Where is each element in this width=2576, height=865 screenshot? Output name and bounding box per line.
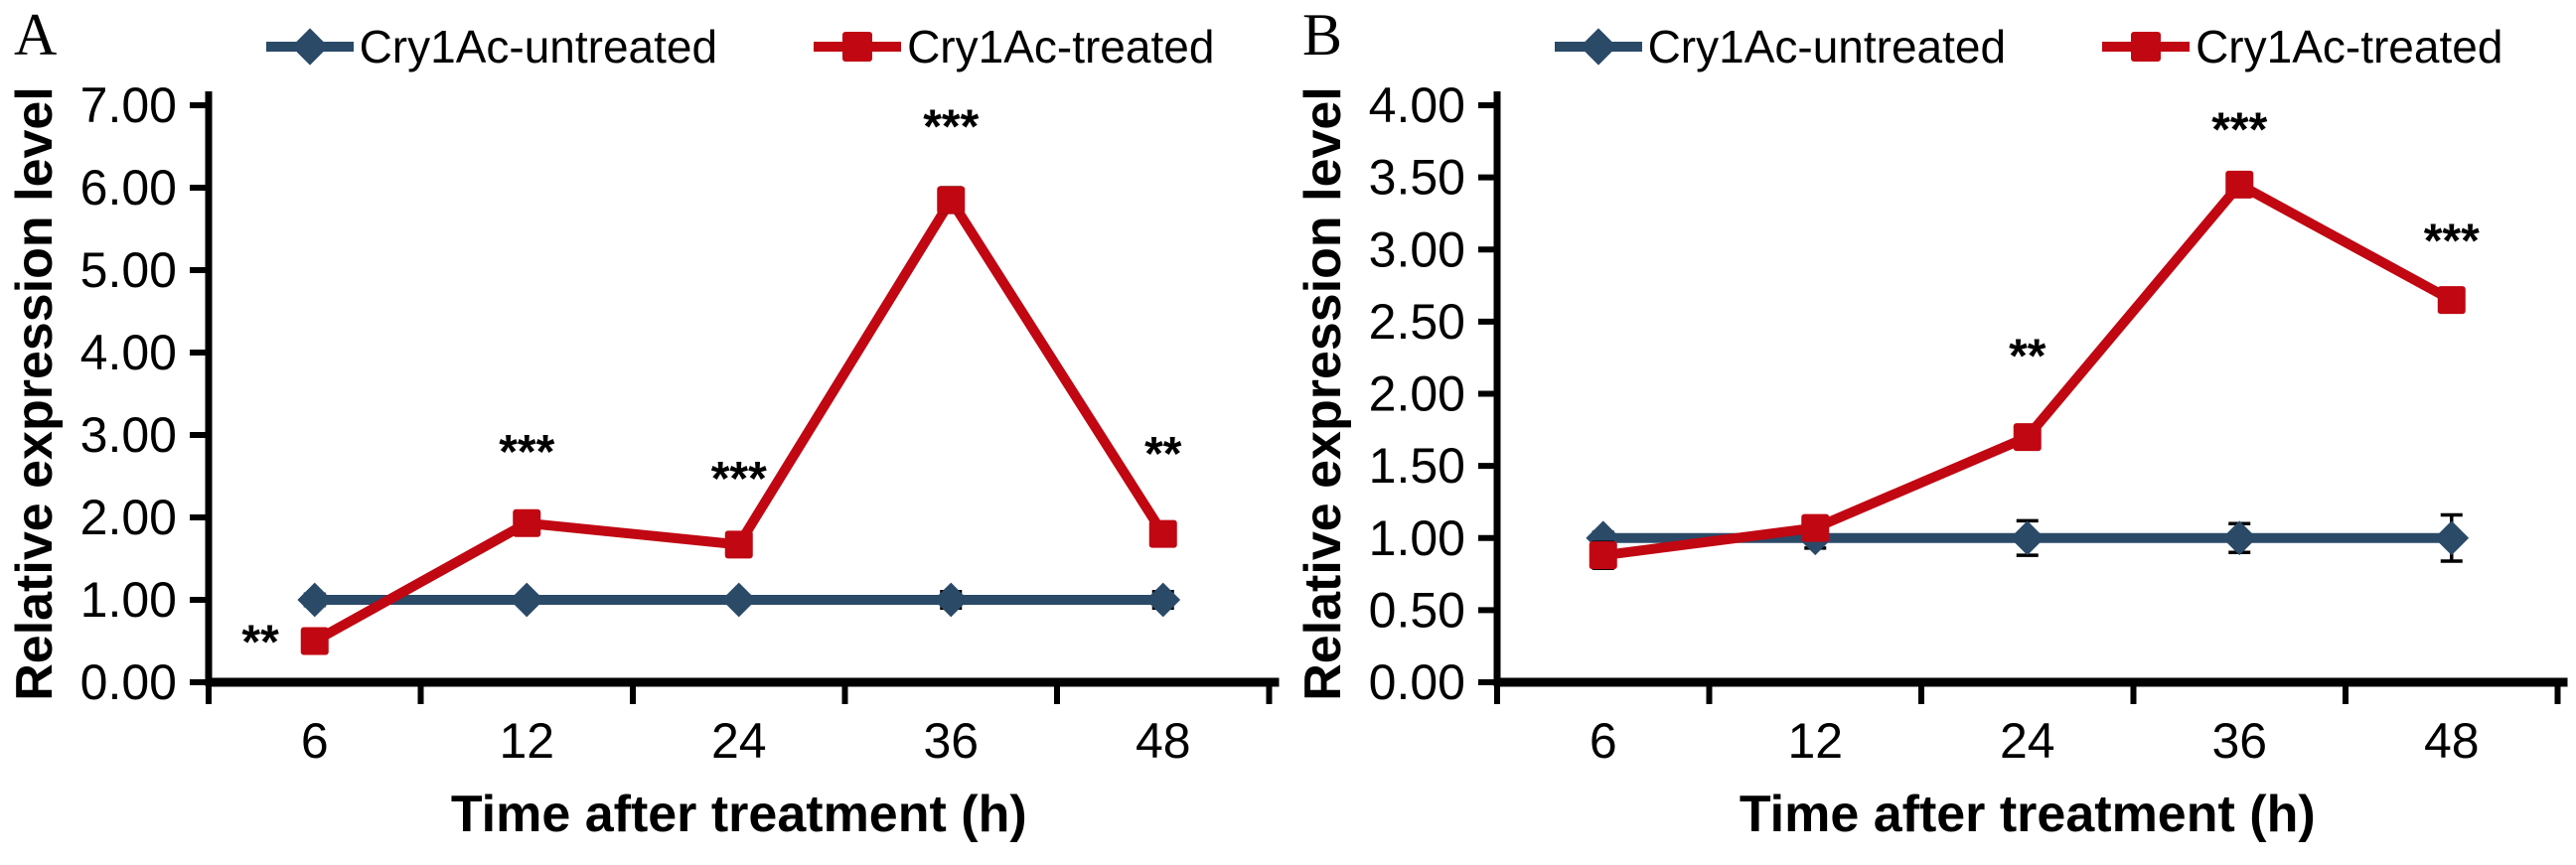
y-tick-label: 1.00 [1369, 510, 1465, 566]
y-axis-title: Relative expression level [6, 86, 64, 701]
x-axis: 6 12 24 36 48 Time after treatment (h) [1494, 677, 2568, 843]
square-marker [1589, 541, 1617, 570]
significance-annotation: *** [2211, 104, 2267, 157]
x-tick-label: 6 [301, 713, 329, 769]
x-axis: 6 12 24 36 48 Time after treatment (h) [206, 677, 1280, 843]
significance-annotation: ** [241, 617, 279, 669]
significance-annotation: *** [923, 100, 979, 153]
diamond-marker [1579, 28, 1617, 66]
diamond-marker [2010, 520, 2046, 556]
y-tick-label: 3.00 [1369, 221, 1465, 277]
x-tick-label: 24 [711, 713, 767, 769]
y-tick-label: 6.00 [80, 160, 177, 216]
square-marker [2013, 423, 2042, 452]
y-tick-label: 2.50 [1369, 294, 1465, 350]
legend-label: Cry1Ac-untreated [1647, 21, 2007, 72]
square-marker [724, 530, 753, 559]
x-tick-label: 36 [923, 713, 979, 769]
x-tick-label: 12 [499, 713, 554, 769]
diamond-marker [1145, 582, 1181, 618]
legend-panel-a: Cry1Ac-untreated Cry1Ac-treated [209, 20, 1270, 73]
diamond-marker [933, 582, 969, 618]
series-cry1ac-untreated [297, 582, 1181, 618]
chart-svg-b: 0.00 0.50 1.00 1.50 2.00 2.50 3.00 3.50 4.00 Rela… [1294, 77, 2568, 843]
significance-annotations: ************* [241, 100, 1181, 668]
x-axis-title: Time after treatment (h) [451, 786, 1027, 843]
legend-item-cry1ac-treated: Cry1Ac-treated [812, 20, 1214, 73]
panel-letter-b: B [1302, 2, 1343, 68]
y-axis: 0.00 1.00 2.00 3.00 4.00 5.00 6.00 7.00 Relative… [6, 77, 213, 710]
legend-item-cry1ac-untreated: Cry1Ac-untreated [264, 20, 718, 73]
square-marker [2131, 32, 2162, 62]
y-tick-label: 0.00 [80, 654, 177, 710]
y-tick-label: 1.50 [1369, 438, 1465, 494]
significance-annotation: *** [711, 453, 767, 505]
y-tick-label: 2.00 [80, 490, 177, 545]
significance-annotation: ** [2009, 331, 2046, 383]
square-marker [2225, 170, 2254, 199]
diamond-legend-marker-icon [1554, 28, 1642, 66]
series-line [309, 195, 1168, 647]
y-tick-label: 0.00 [1369, 654, 1465, 710]
x-tick-label: 48 [1136, 713, 1191, 769]
x-axis-title: Time after treatment (h) [1740, 786, 2316, 843]
x-tick-label: 36 [2211, 713, 2267, 769]
y-tick-label: 3.00 [80, 407, 177, 463]
square-marker [1801, 513, 1830, 542]
diamond-marker [721, 582, 757, 618]
square-marker [300, 627, 329, 655]
square-legend-marker-icon [814, 32, 902, 62]
diamond-marker [290, 28, 329, 66]
legend-panel-b: Cry1Ac-untreated Cry1Ac-treated [1497, 20, 2558, 73]
y-tick-label: 4.00 [80, 325, 177, 380]
y-axis-title: Relative expression level [1294, 86, 1352, 701]
panel-letter-a: A [14, 2, 58, 68]
legend-label: Cry1Ac-treated [2196, 21, 2503, 72]
diamond-marker [297, 582, 333, 618]
series-cry1ac-treated [300, 186, 1177, 655]
series-cry1ac-treated [1589, 170, 2466, 571]
x-tick-label: 6 [1590, 713, 1617, 769]
diamond-marker [2221, 520, 2257, 556]
chart-panel-a: A Cry1Ac-untreated Cry1Ac-treated 0.00 1.0… [6, 2, 1280, 843]
y-tick-label: 4.00 [1369, 77, 1465, 133]
square-marker [513, 508, 541, 537]
y-tick-label: 5.00 [80, 242, 177, 298]
x-tick-label: 48 [2424, 713, 2480, 769]
x-tick-label: 12 [1787, 713, 1843, 769]
legend-item-cry1ac-untreated: Cry1Ac-untreated [1553, 20, 2007, 73]
legend-label: Cry1Ac-untreated [359, 21, 718, 72]
significance-annotation: ** [1144, 428, 1182, 481]
square-marker [842, 32, 873, 62]
diamond-marker [509, 582, 544, 618]
y-axis: 0.00 0.50 1.00 1.50 2.00 2.50 3.00 3.50 4.00 Rela… [1294, 77, 1501, 710]
square-legend-marker-icon [2102, 32, 2191, 62]
square-marker [1148, 519, 1177, 548]
x-tick-label: 24 [2000, 713, 2055, 769]
legend-item-cry1ac-treated: Cry1Ac-treated [2100, 20, 2502, 73]
diamond-legend-marker-icon [265, 28, 354, 66]
significance-annotation: *** [2424, 216, 2480, 268]
square-marker [937, 186, 966, 215]
y-tick-label: 7.00 [80, 77, 177, 133]
chart-panel-b: B Cry1Ac-untreated Cry1Ac-treated 0.00 0.5… [1288, 0, 2576, 865]
y-tick-label: 0.50 [1369, 582, 1465, 638]
square-marker [2437, 286, 2466, 315]
significance-annotations: ******** [2009, 104, 2480, 383]
y-tick-label: 2.00 [1369, 366, 1465, 422]
y-tick-label: 3.50 [1369, 150, 1465, 206]
diamond-marker [2434, 520, 2470, 556]
legend-label: Cry1Ac-treated [907, 21, 1215, 72]
y-tick-label: 1.00 [80, 572, 177, 628]
significance-annotation: *** [499, 426, 554, 479]
chart-svg-a: 0.00 1.00 2.00 3.00 4.00 5.00 6.00 7.00 Relative… [6, 77, 1280, 843]
